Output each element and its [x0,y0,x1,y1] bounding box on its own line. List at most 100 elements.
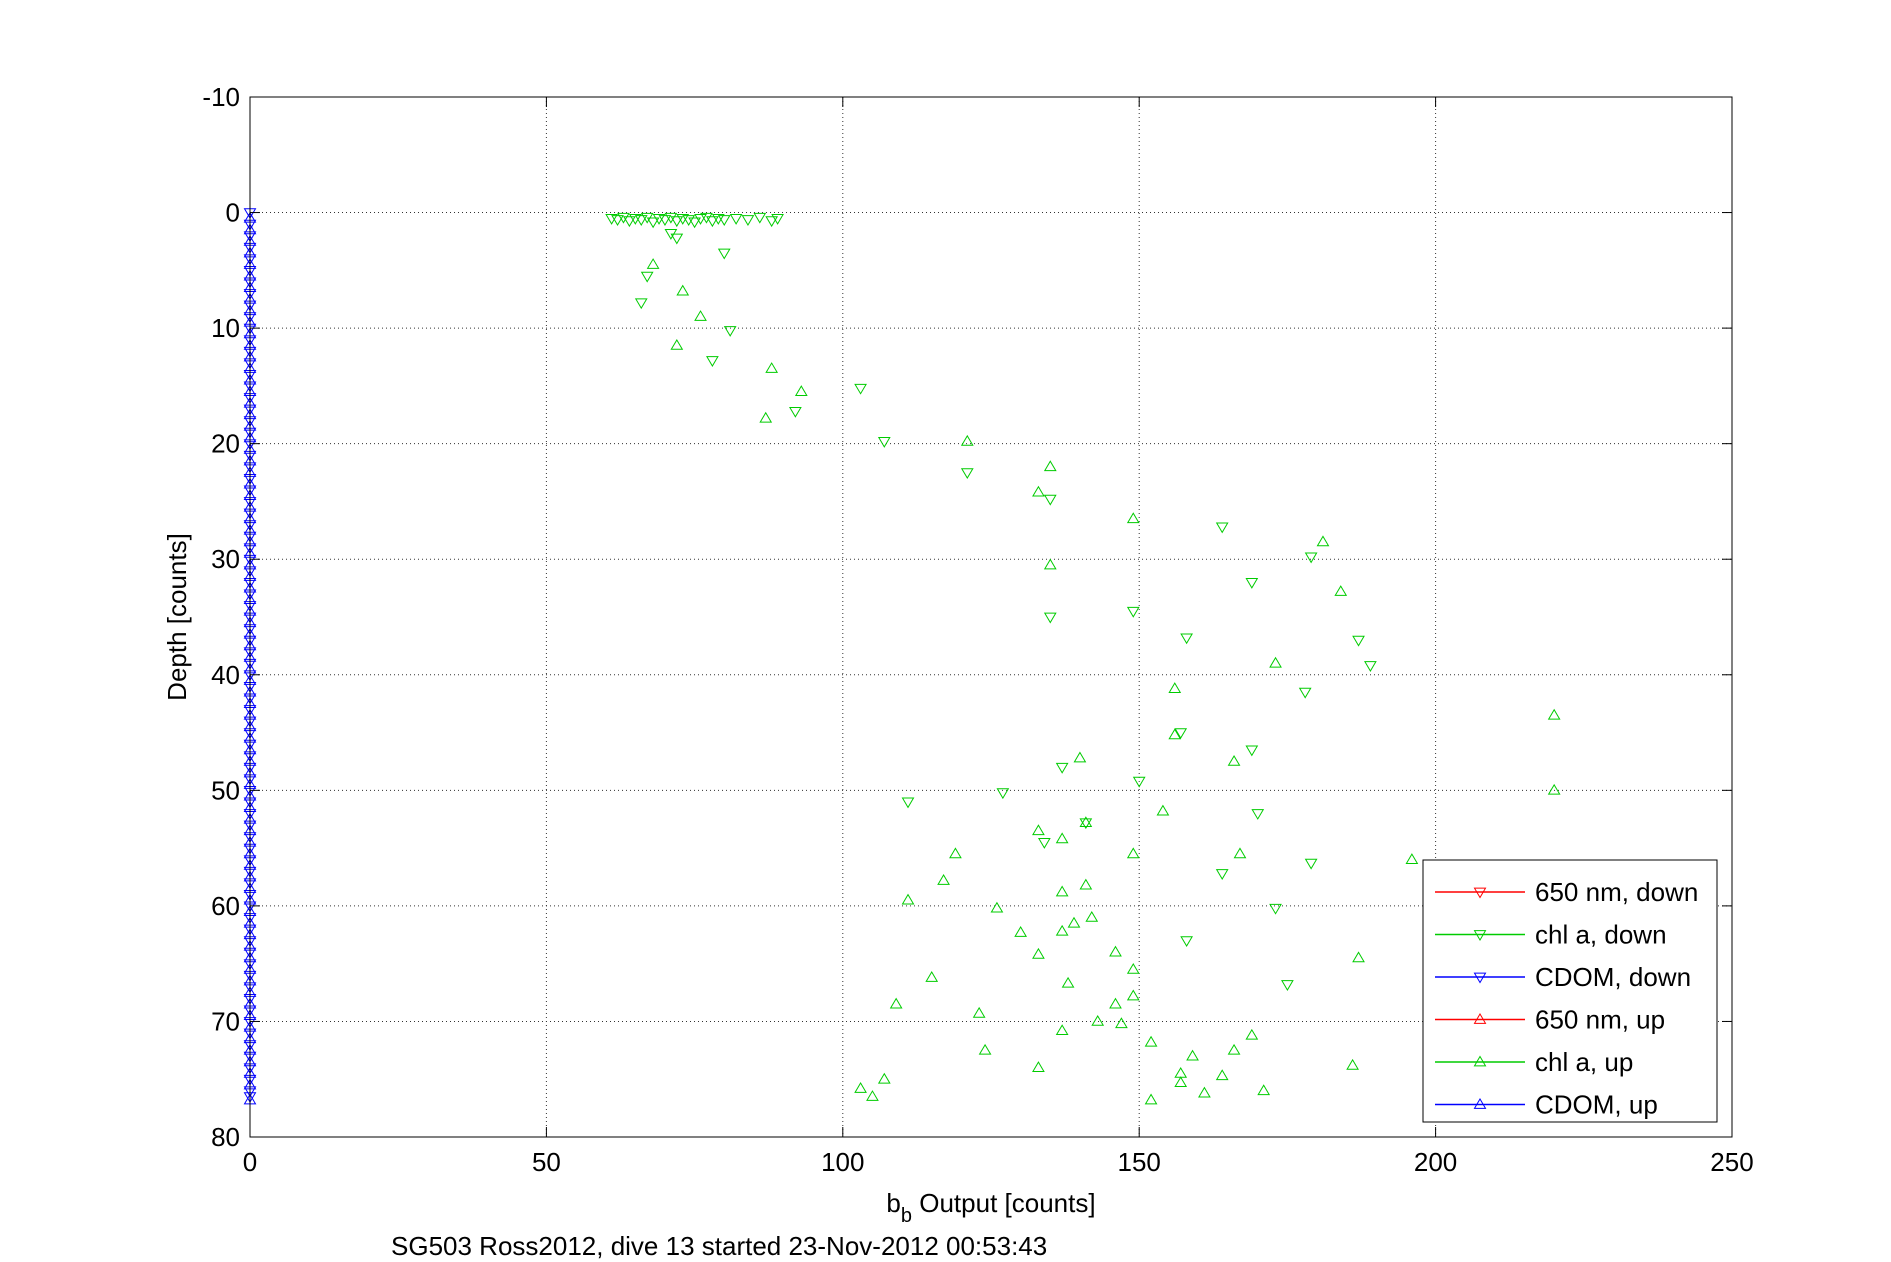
data-point [723,326,737,337]
data-point [646,217,660,229]
data-point [706,356,719,367]
data-point [877,1072,891,1084]
data-point [925,971,939,982]
data-point [700,212,713,224]
data-point [729,213,743,225]
data-point [717,248,731,260]
data-point [1091,1014,1105,1026]
data-point [1032,1061,1045,1073]
legend-marker [1473,930,1487,941]
data-point [866,1090,879,1101]
data-point [972,1006,986,1018]
data-point [1180,936,1193,948]
data-point [960,434,974,446]
data-point [688,217,701,229]
data-point [877,437,891,448]
x-axis-label-rest: Output [counts] [912,1188,1096,1218]
data-point [694,310,707,321]
legend-label: CDOM, down [1535,962,1691,992]
data-point [1174,1076,1188,1088]
legend-label: 650 nm, down [1535,877,1698,907]
data-point [640,271,654,283]
data-point [753,212,767,224]
data-point [741,215,755,226]
x-tick-label: 200 [1414,1147,1457,1177]
data-point [1215,869,1229,881]
data-point [634,298,648,310]
data-point [1126,606,1140,618]
data-point [1334,585,1348,596]
data-point [789,406,802,418]
x-tick-label: 0 [243,1147,257,1177]
data-point [1281,980,1294,991]
data-point [676,284,690,296]
y-tick-label: 30 [211,544,240,574]
data-point [611,215,624,226]
y-tick-label: 70 [211,1006,240,1036]
data-point [1547,783,1561,795]
y-tick-label: 0 [226,198,240,228]
data-point [1055,1024,1069,1036]
y-tick-label: -10 [202,82,240,112]
data-point [1245,577,1259,589]
y-tick-label: 60 [211,891,240,921]
data-point [1304,858,1318,870]
axis-ticks [249,96,1733,1138]
data-point [1014,925,1028,937]
data-point [1079,878,1093,890]
data-point [1352,635,1365,647]
legend-label: CDOM, up [1535,1090,1658,1120]
data-point [889,997,903,1009]
data-point [1126,847,1140,859]
data-point [1132,776,1146,788]
data-point [646,258,660,269]
data-point [1257,1084,1271,1096]
data-point [1043,558,1057,570]
data-point [1032,824,1045,836]
data-point [617,212,630,224]
data-point [1037,837,1051,849]
data-point [1073,751,1087,763]
data-point [1144,1035,1158,1047]
y-axis-label: Depth [counts] [162,533,192,701]
data-point [1174,728,1188,740]
data-point [1168,728,1182,740]
data-point [1251,809,1265,820]
data-point [670,338,684,350]
figure-caption: SG503 Ross2012, dive 13 started 23-Nov-2… [391,1231,1047,1261]
data-point [1352,951,1365,963]
x-axis-label: bb Output [counts] [886,1188,1095,1227]
data-point [794,385,808,397]
data-point [759,411,773,423]
data-point [1126,989,1140,1001]
y-tick-label: 10 [211,313,240,343]
data-point [1067,916,1081,928]
data-point [1269,656,1282,668]
data-point [670,216,684,228]
data-point [717,215,731,226]
data-point [1043,612,1057,624]
legend-label: chl a, down [1535,920,1667,950]
x-tick-label: 100 [821,1147,864,1177]
y-tick-label: 20 [211,429,240,459]
data-point [765,362,779,373]
data-point [1316,535,1330,547]
data-point [960,468,974,480]
data-point [1186,1049,1199,1061]
x-tick-label: 150 [1118,1147,1161,1177]
data-point [771,213,784,225]
data-point [1180,633,1193,645]
data-point [1215,1069,1229,1081]
data-point [1227,754,1241,766]
data-point [854,1081,867,1093]
data-point [1055,832,1069,844]
data-point [1245,745,1259,757]
data-point [706,216,719,228]
data-point [765,216,779,228]
y-tick-labels: -10 0 10 20 30 40 50 60 70 80 [202,82,240,1152]
data-point [1109,945,1122,957]
data-point [996,788,1010,800]
data-point [1168,682,1182,693]
data-point [682,215,696,226]
data-point [1032,485,1045,497]
